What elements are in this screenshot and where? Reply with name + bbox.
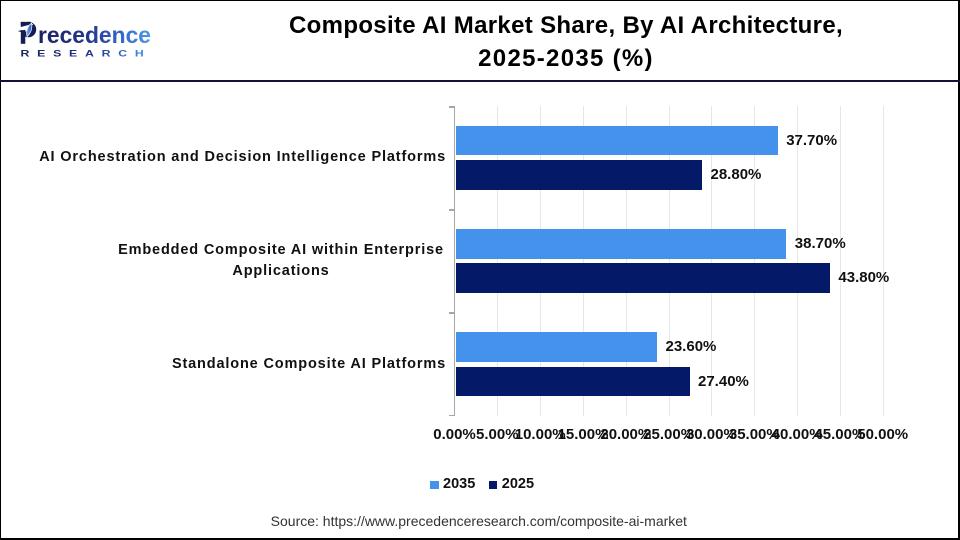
svg-text:recedence: recedence	[38, 22, 151, 48]
svg-text:RESEARCH: RESEARCH	[21, 49, 152, 60]
